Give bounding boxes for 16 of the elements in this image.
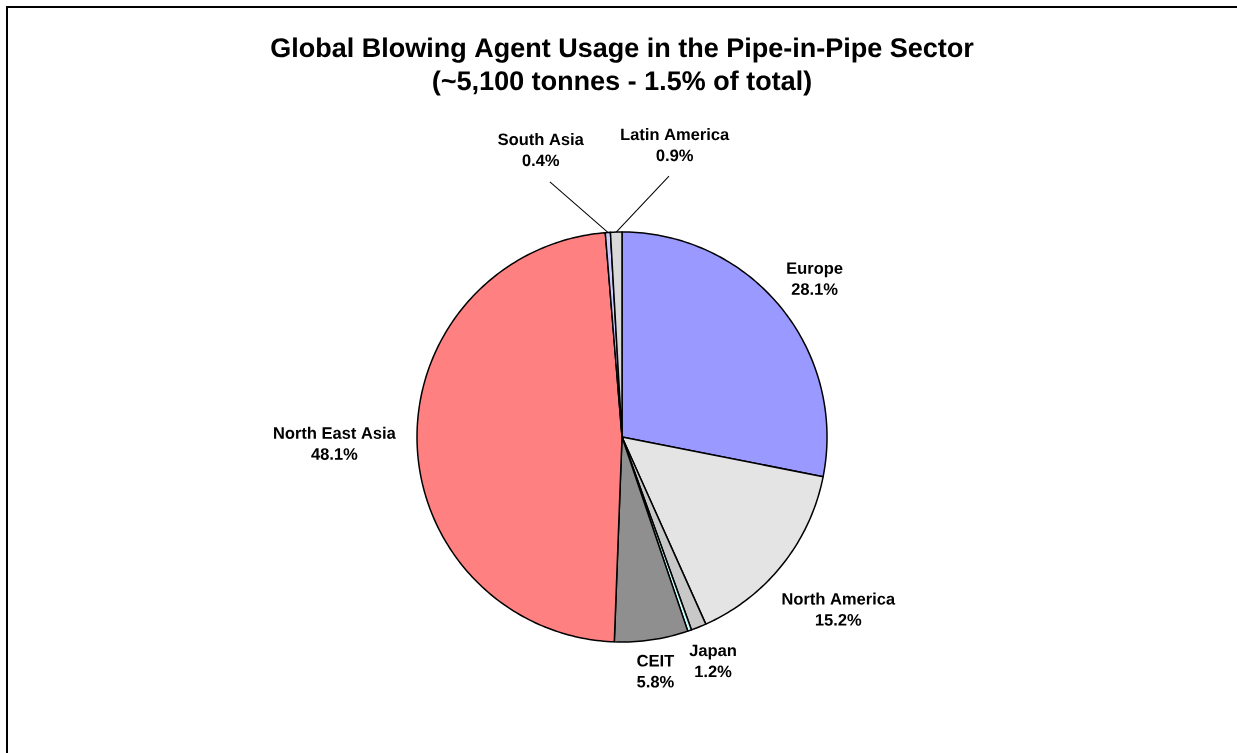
slice-label: CEIT (637, 654, 675, 667)
slice-label: Europe (787, 262, 843, 278)
slice-label: North America (782, 592, 896, 605)
slice-label: Latin America (621, 128, 730, 141)
chart-title: Global Blowing Agent Usage in the Pipe-in-Pipe Sector (271, 37, 974, 63)
data-label: 28.1% (791, 283, 838, 295)
data-label: 0.4% (522, 154, 560, 167)
slice-label: Japan (689, 644, 736, 660)
data-label: 15.2% (815, 614, 862, 626)
data-label: 0.9% (656, 149, 694, 162)
slice-label: North East Asia (274, 426, 396, 439)
data-label: 5.8% (637, 675, 674, 688)
chart-subtitle: (~5,100 tonnes - 1.5% of total) (433, 70, 811, 96)
data-label: 1.2% (695, 665, 732, 678)
data-label: 48.1% (311, 448, 358, 460)
slice-label: South Asia (498, 133, 584, 146)
